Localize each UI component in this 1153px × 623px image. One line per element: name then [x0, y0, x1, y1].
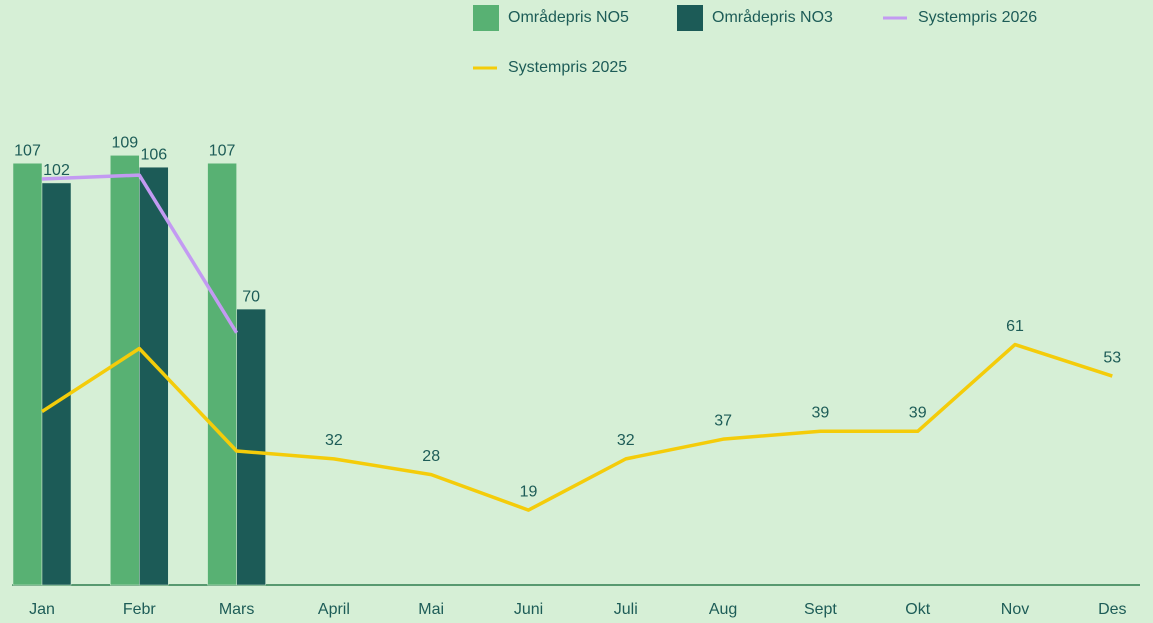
- bar: [110, 155, 140, 586]
- legend-label: Områdepris NO5: [508, 8, 629, 26]
- x-tick-label: Des: [1098, 601, 1126, 618]
- line: [41, 173, 239, 334]
- x-tick-label: Sept: [804, 601, 837, 618]
- data-label: 106: [140, 146, 167, 163]
- legend-label: Systempris 2025: [508, 59, 627, 76]
- data-label: 61: [1006, 318, 1024, 335]
- bar: [207, 162, 237, 586]
- legend-label: Systempris 2026: [918, 9, 1037, 26]
- bar: [12, 162, 43, 586]
- data-label: 28: [422, 448, 440, 465]
- data-label: 32: [325, 432, 343, 449]
- bar: [236, 308, 266, 586]
- x-tick-label: April: [318, 601, 350, 618]
- legend-label: Områdepris NO3: [712, 8, 833, 26]
- x-tick-label: Juni: [514, 601, 543, 618]
- data-label: 37: [714, 412, 732, 429]
- x-tick-label: Okt: [905, 601, 930, 618]
- data-label: 39: [909, 404, 927, 421]
- data-label: 107: [209, 142, 236, 159]
- x-tick-label: Juli: [614, 601, 638, 618]
- data-label: 109: [111, 135, 138, 152]
- x-tick-label: Mai: [418, 601, 444, 618]
- legend-swatch: [677, 5, 703, 31]
- x-tick-label: Mars: [219, 601, 255, 618]
- data-label: 102: [43, 162, 70, 179]
- x-tick-label: Jan: [29, 601, 55, 618]
- data-label: 53: [1103, 349, 1121, 366]
- legend-swatch: [473, 5, 499, 31]
- data-label: 39: [812, 404, 830, 421]
- line: [41, 342, 1113, 512]
- data-label: 70: [242, 288, 260, 305]
- x-tick-label: Nov: [1001, 601, 1029, 618]
- data-label: 32: [617, 432, 635, 449]
- data-label: 107: [14, 142, 41, 159]
- x-tick-label: Febr: [123, 601, 157, 618]
- data-label: 19: [520, 483, 538, 500]
- bar: [41, 182, 72, 586]
- x-tick-label: Aug: [709, 601, 737, 618]
